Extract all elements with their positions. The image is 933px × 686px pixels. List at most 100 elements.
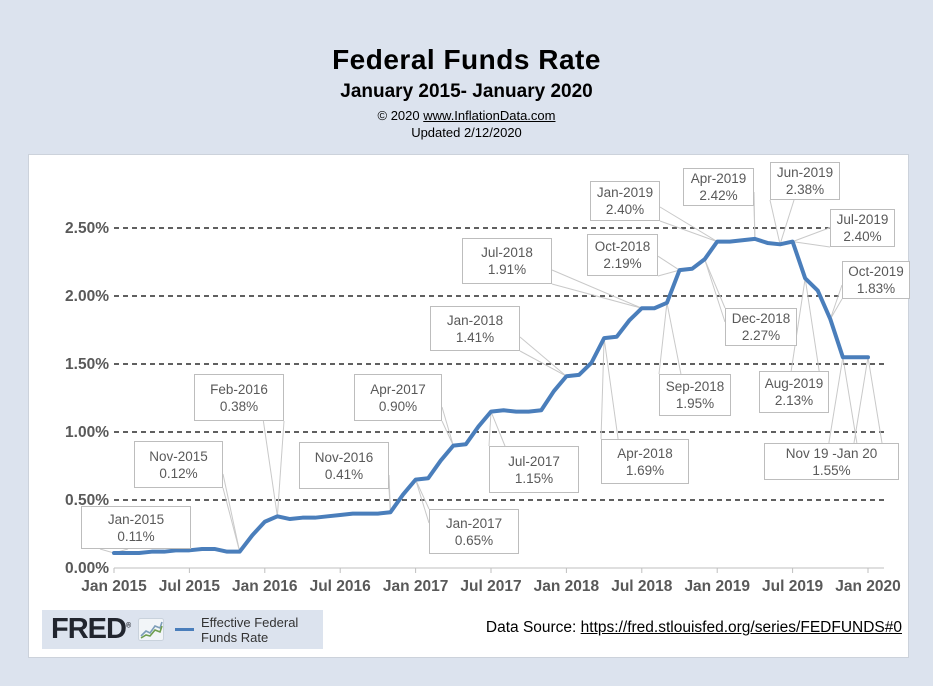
callout-value: 2.42% bbox=[699, 188, 738, 203]
callout-month: Feb-2016 bbox=[210, 381, 268, 397]
callout-leader bbox=[779, 199, 795, 245]
callout-month: Jan-2018 bbox=[446, 312, 504, 328]
callout-leader bbox=[222, 487, 241, 552]
callout-leader bbox=[792, 227, 831, 243]
callout-month: Apr-2019 bbox=[690, 171, 747, 186]
callout-month: Dec-2018 bbox=[731, 311, 791, 326]
callout-value: 0.90% bbox=[378, 398, 418, 414]
callout-leader bbox=[519, 350, 567, 377]
callout-leader bbox=[829, 298, 843, 320]
callout-sep-2018: Sep-2018 1.95% bbox=[659, 374, 731, 416]
x-axis-label: Jul 2017 bbox=[460, 578, 521, 595]
callout-nov-19-jan-20: Nov 19 -Jan 20 1.55% bbox=[764, 443, 899, 480]
callout-leader bbox=[262, 420, 278, 517]
legend-line-swatch bbox=[175, 628, 194, 631]
callout-value: 1.41% bbox=[455, 329, 495, 345]
fred-chart-icon bbox=[138, 618, 165, 641]
x-axis-label: Jan 2018 bbox=[534, 578, 600, 595]
x-axis-label: Jan 2020 bbox=[835, 578, 901, 595]
x-axis-label: Jan 2019 bbox=[684, 578, 750, 595]
x-axis-label: Jul 2015 bbox=[159, 578, 221, 595]
callout-leader bbox=[753, 205, 756, 239]
callout-leader bbox=[488, 411, 492, 447]
copyright-text: © 2020 bbox=[377, 108, 420, 123]
callout-value: 2.40% bbox=[843, 229, 882, 244]
callout-apr-2019: Apr-2019 2.42% bbox=[683, 168, 754, 206]
callout-leader bbox=[704, 259, 726, 309]
x-axis-label: Jul 2019 bbox=[762, 578, 824, 595]
callout-value: 1.15% bbox=[514, 470, 554, 486]
callout-value: 2.19% bbox=[603, 256, 642, 271]
rate-line bbox=[112, 236, 870, 556]
callout-leader bbox=[804, 278, 820, 372]
updated-text: Updated 2/12/2020 bbox=[411, 125, 522, 140]
callout-jan-2019: Jan-2019 2.40% bbox=[590, 181, 660, 221]
callout-leader bbox=[842, 357, 858, 444]
callout-month: Jul-2019 bbox=[836, 212, 889, 227]
callout-value: 1.55% bbox=[812, 462, 851, 478]
callout-leader bbox=[551, 283, 642, 309]
callout-apr-2017: Apr-2017 0.90% bbox=[354, 374, 442, 421]
callout-month: Oct-2018 bbox=[594, 239, 651, 254]
callout-leader bbox=[853, 357, 869, 444]
callout-month: Jan-2017 bbox=[445, 515, 503, 531]
callout-leader bbox=[658, 302, 668, 375]
fred-logo: FRED® bbox=[51, 615, 131, 644]
callout-leader bbox=[829, 284, 843, 320]
callout-month: Jul-2018 bbox=[481, 245, 533, 260]
callout-value: 0.38% bbox=[219, 398, 259, 414]
callout-leader bbox=[519, 336, 567, 377]
callout-jul-2018: Jul-2018 1.91% bbox=[462, 238, 552, 284]
x-axis-label: Jan 2015 bbox=[81, 578, 147, 595]
callout-apr-2018: Apr-2018 1.69% bbox=[601, 439, 689, 484]
callout-leader bbox=[99, 548, 115, 554]
y-axis-label: 0.00% bbox=[65, 560, 109, 577]
callout-oct-2019: Oct-2019 1.83% bbox=[842, 261, 910, 299]
callout-value: 1.95% bbox=[675, 396, 715, 411]
y-axis-label: 0.50% bbox=[65, 492, 109, 509]
callout-month: Jan-2019 bbox=[596, 185, 654, 200]
y-axis-label: 2.50% bbox=[65, 220, 109, 237]
callout-leader bbox=[792, 241, 831, 248]
callout-leader bbox=[790, 278, 806, 372]
callout-month: Sep-2018 bbox=[665, 379, 725, 394]
callout-month: Apr-2018 bbox=[617, 445, 673, 461]
callout-dec-2018: Dec-2018 2.27% bbox=[725, 308, 797, 346]
callout-oct-2018: Oct-2018 2.19% bbox=[587, 234, 658, 276]
y-axis-label: 1.00% bbox=[65, 424, 109, 441]
y-axis-label: 1.50% bbox=[65, 356, 109, 373]
callout-nov-2015: Nov-2015 0.12% bbox=[134, 441, 223, 488]
callout-leader bbox=[769, 199, 781, 245]
page-subtitle: January 2015- January 2020 bbox=[340, 81, 593, 102]
datasource-label: Data Source: bbox=[485, 619, 581, 636]
callout-value: 1.83% bbox=[856, 281, 896, 296]
callout-leader bbox=[276, 420, 285, 517]
fred-registered-mark: ® bbox=[125, 622, 132, 630]
x-axis-label: Jan 2017 bbox=[383, 578, 449, 595]
callout-value: 0.65% bbox=[454, 532, 494, 548]
chart-header: Federal Funds Rate January 2015- January… bbox=[0, 0, 933, 140]
callout-leader bbox=[551, 269, 642, 309]
callout-value: 1.91% bbox=[487, 262, 527, 277]
callout-nov-2016: Nov-2016 0.41% bbox=[299, 442, 389, 489]
datasource-line: Data Source: https://fred.stlouisfed.org… bbox=[486, 619, 902, 637]
callout-value: 0.41% bbox=[324, 466, 364, 482]
x-axis-label: Jul 2018 bbox=[611, 578, 673, 595]
callout-value: 2.40% bbox=[605, 202, 645, 217]
inflationdata-link[interactable]: www.InflationData.com bbox=[423, 108, 556, 123]
callout-leader bbox=[659, 206, 718, 243]
callout-month: Aug-2019 bbox=[764, 376, 824, 391]
callout-leader bbox=[441, 406, 454, 446]
legend-label: Effective Federal Funds Rate bbox=[201, 614, 299, 645]
callout-feb-2016: Feb-2016 0.38% bbox=[194, 374, 284, 421]
fred-logo-text: FRED bbox=[51, 613, 127, 645]
callout-value: 2.38% bbox=[785, 182, 825, 197]
datasource-link[interactable]: https://fred.stlouisfed.org/series/FEDFU… bbox=[580, 619, 902, 636]
callout-leader bbox=[490, 411, 506, 447]
callout-month: Jul-2017 bbox=[508, 453, 560, 469]
callout-leader bbox=[704, 259, 726, 323]
callout-value: 1.69% bbox=[625, 462, 665, 478]
callout-month: Apr-2017 bbox=[370, 381, 426, 397]
callout-leader bbox=[603, 338, 619, 440]
chart-panel: 0.00% 0.50% 1.00% 1.50% 2.00% 2.50% Jan 2015 Ju… bbox=[28, 154, 910, 658]
